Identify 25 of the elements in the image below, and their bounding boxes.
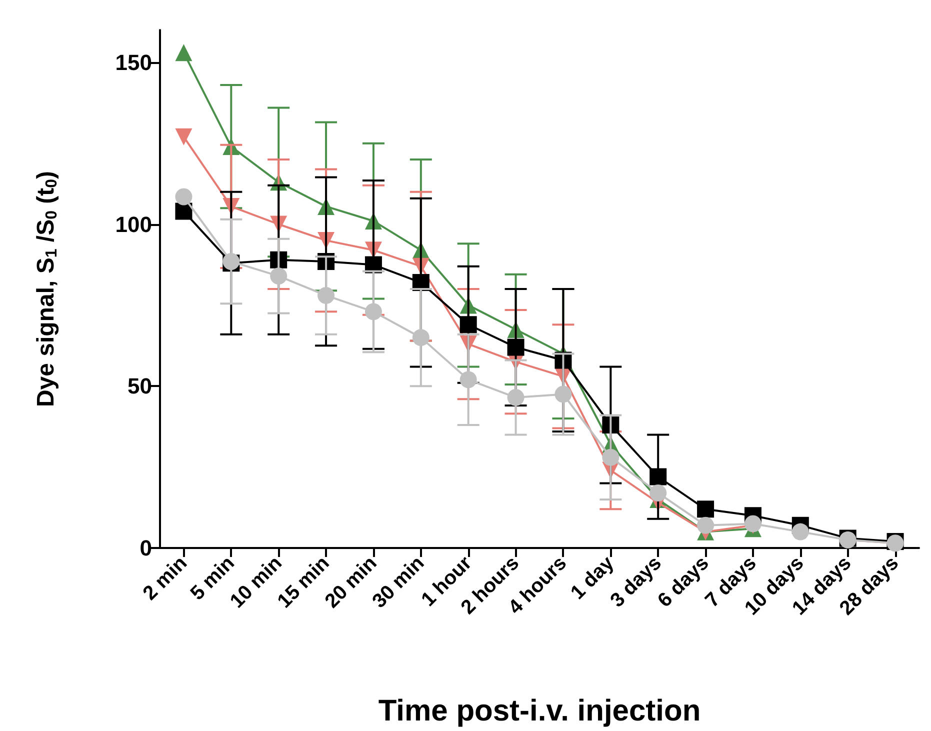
y-tick-label: 100: [115, 212, 152, 237]
point: [175, 128, 192, 146]
point: [697, 500, 714, 518]
point: [650, 484, 667, 502]
point: [554, 386, 572, 403]
y-tick-label: 150: [115, 50, 152, 75]
point: [175, 202, 192, 220]
point: [175, 44, 192, 62]
point: [507, 338, 524, 356]
y-tick-label: 50: [128, 374, 152, 399]
point: [602, 448, 620, 466]
point: [412, 329, 430, 346]
x-axis-title: Time post-i.v. injection: [378, 694, 701, 728]
y-axis-title: Dye signal, S1 /S0 (t0): [32, 170, 60, 408]
point: [697, 516, 714, 534]
point: [460, 371, 477, 388]
point: [175, 188, 192, 206]
point: [364, 303, 382, 320]
point: [792, 523, 809, 540]
point: [460, 316, 477, 334]
point: [318, 286, 335, 304]
y-tick-label: 0: [140, 536, 152, 560]
point: [270, 268, 288, 285]
point: [650, 468, 667, 486]
point: [507, 388, 524, 406]
